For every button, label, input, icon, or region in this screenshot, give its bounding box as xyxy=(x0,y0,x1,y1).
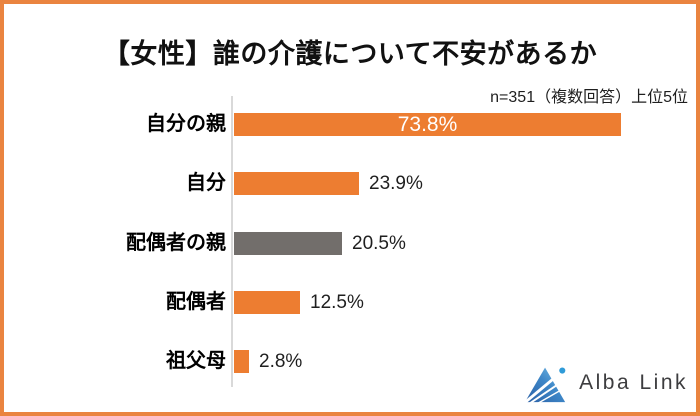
bar-4 xyxy=(234,350,249,373)
alba-link-logo: Alba Link xyxy=(523,360,688,406)
alba-link-logo-text: Alba Link xyxy=(579,371,688,394)
value-label: 23.9% xyxy=(369,173,423,194)
chart-title: 【女性】誰の介護について不安があるか xyxy=(102,39,598,69)
bar-chart: 自分の親 73.8% 自分 23.9% 配偶者の親 20.5% 配偶者 12.5% 祖父母 2.8… xyxy=(4,4,696,412)
bar-1 xyxy=(234,172,359,195)
bar-0 xyxy=(234,113,621,136)
sample-size-note: n=351（複数回答）上位5位 xyxy=(490,89,688,106)
value-label: 73.8% xyxy=(397,113,458,136)
category-label: 配偶者の親 xyxy=(126,232,226,254)
category-label: 祖父母 xyxy=(166,350,226,372)
alba-link-logo-icon xyxy=(523,367,566,406)
y-axis-line xyxy=(231,96,233,387)
category-label: 自分 xyxy=(186,172,226,194)
bar-2 xyxy=(234,232,342,255)
category-label: 自分の親 xyxy=(146,113,226,135)
category-label: 配偶者 xyxy=(166,291,226,313)
value-label: 12.5% xyxy=(310,292,364,313)
value-label: 2.8% xyxy=(259,351,303,372)
bar-3 xyxy=(234,291,300,314)
value-label: 20.5% xyxy=(352,233,406,254)
